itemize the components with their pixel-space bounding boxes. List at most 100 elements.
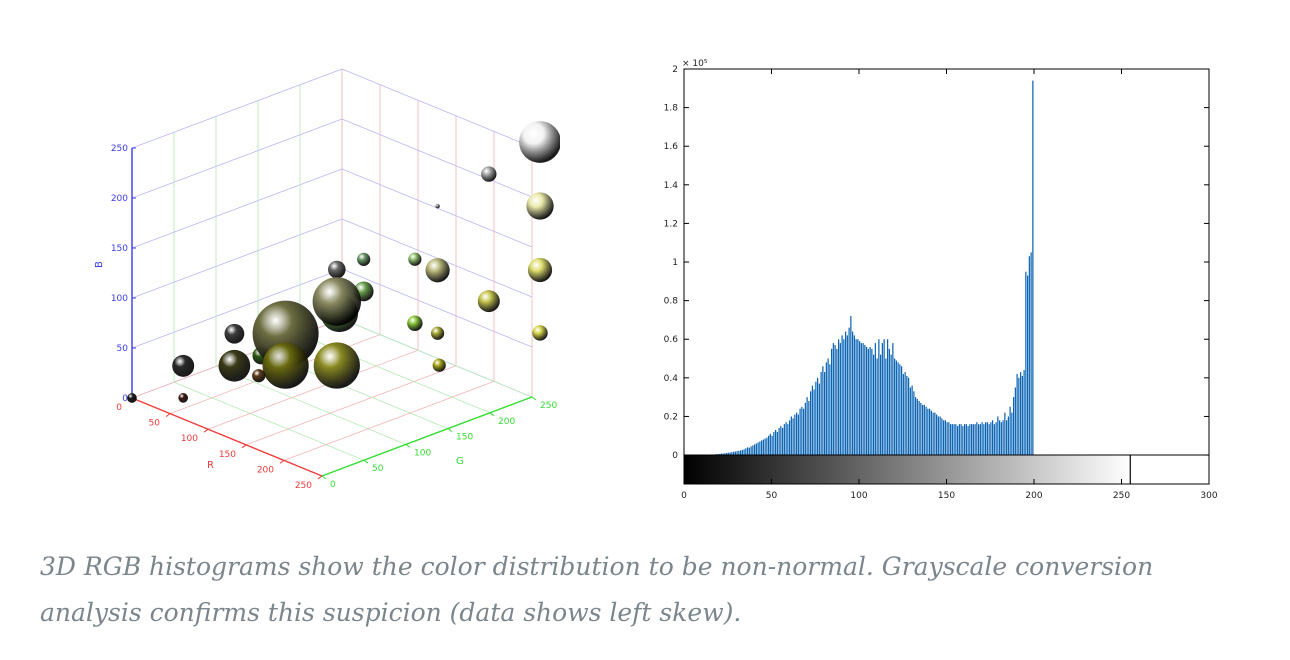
histogram-bar (876, 358, 878, 456)
histogram-bar (936, 414, 938, 456)
histogram-bar (909, 387, 911, 456)
histogram-bar (846, 335, 848, 456)
sphere-point (519, 121, 560, 163)
sphere-point (262, 342, 309, 389)
histogram-bar (925, 406, 927, 456)
histogram-bar (726, 452, 728, 456)
histogram-bar (741, 450, 743, 456)
x-tick-label: 200 (1025, 491, 1042, 501)
histogram-bar (881, 343, 883, 456)
histogram-bar (852, 331, 854, 456)
histogram-bar (871, 348, 873, 456)
grid-line (131, 118, 343, 199)
histogram-bar (944, 420, 946, 456)
histogram-bar (724, 453, 726, 456)
g-axis-label: G (456, 456, 464, 467)
histogram-bar (897, 362, 899, 456)
sphere-point (178, 393, 189, 403)
g-tick (531, 396, 537, 401)
x-tick-label: 0 (681, 491, 687, 501)
histogram-bar (775, 429, 777, 456)
intensity-colorbar (684, 455, 1131, 484)
sphere-point (431, 326, 445, 340)
histogram-bar (862, 343, 864, 456)
sphere-point (407, 315, 423, 331)
histogram-bar (818, 383, 820, 456)
r-tick (165, 413, 171, 418)
histogram-bar (834, 345, 836, 456)
g-tick (363, 459, 369, 464)
b-tick-label: 150 (111, 244, 128, 254)
histogram-bar (983, 424, 985, 456)
histogram-bar (831, 348, 833, 456)
histogram-bar (827, 358, 829, 456)
histogram-bar (792, 418, 794, 456)
histogram-bar (803, 408, 805, 456)
histogram-bar (906, 375, 908, 456)
x-tick-label: 50 (766, 491, 778, 501)
b-tick-label: 0 (122, 394, 128, 404)
histogram-bar (1021, 375, 1023, 456)
histogram-bar (988, 424, 990, 456)
histogram-bar (780, 426, 782, 456)
sphere-point (312, 277, 361, 326)
histogram-bar (990, 422, 992, 456)
histogram-bar (964, 424, 966, 456)
histogram-bar (979, 424, 981, 456)
histogram-bar (995, 422, 997, 456)
g-axis (321, 396, 533, 477)
y-tick-label: 1.2 (664, 219, 678, 229)
histogram-bar (857, 339, 859, 456)
histogram-bar (720, 453, 722, 456)
histogram-bar (743, 449, 745, 456)
grid-line (283, 381, 495, 461)
histogram-bar (953, 424, 955, 456)
r-tick (241, 444, 247, 449)
grid-line (131, 68, 343, 149)
histogram-bar (920, 402, 922, 456)
histogram-bar (783, 424, 785, 456)
sphere-point (481, 166, 497, 182)
r-tick (203, 428, 209, 433)
g-tick-label: 50 (372, 464, 384, 474)
histogram-bar (808, 401, 810, 456)
histogram-bar (960, 424, 962, 456)
histogram-bar (1014, 387, 1016, 456)
histogram-bar (773, 431, 775, 456)
histogram-bar (915, 397, 917, 456)
histogram-bar (976, 422, 978, 456)
r-tick-label: 150 (219, 450, 236, 460)
b-axis-label: B (94, 261, 105, 268)
g-tick-label: 150 (456, 433, 473, 443)
histogram-bar (955, 424, 957, 456)
histogram-bar (957, 426, 959, 456)
grid-line (131, 268, 343, 349)
histogram-bar (1023, 370, 1025, 456)
histogram-bar (1028, 256, 1030, 456)
histogram-bar (992, 420, 994, 456)
histogram-bar (969, 424, 971, 456)
histogram-bar (1009, 406, 1011, 456)
histogram-bar (916, 399, 918, 456)
histogram-bar (967, 426, 969, 456)
histogram-bar (766, 437, 768, 456)
histogram-bar (993, 424, 995, 456)
histogram-bar (734, 451, 736, 456)
sphere-point (357, 252, 371, 266)
grid-line (215, 366, 407, 445)
histogram-bar (929, 408, 931, 456)
y-multiplier-label: × 10⁵ (682, 59, 708, 69)
histogram-bar (754, 444, 756, 456)
b-tick-label: 200 (111, 194, 128, 204)
histogram-bar (815, 381, 817, 456)
histogram-bar (733, 451, 735, 456)
histogram-bar (787, 424, 789, 456)
histogram-bar (958, 424, 960, 456)
histogram-bar (839, 343, 841, 456)
y-tick-label: 0.4 (664, 374, 679, 384)
histogram-bar (908, 377, 910, 456)
rgb-3d-histogram: 0 50 100 150 200 250 0 50 100 150 200 250 0 50 100 150 2… (94, 68, 560, 491)
histogram-bar (895, 360, 897, 456)
r-tick-label: 50 (149, 419, 161, 429)
histogram-bar (934, 412, 936, 456)
